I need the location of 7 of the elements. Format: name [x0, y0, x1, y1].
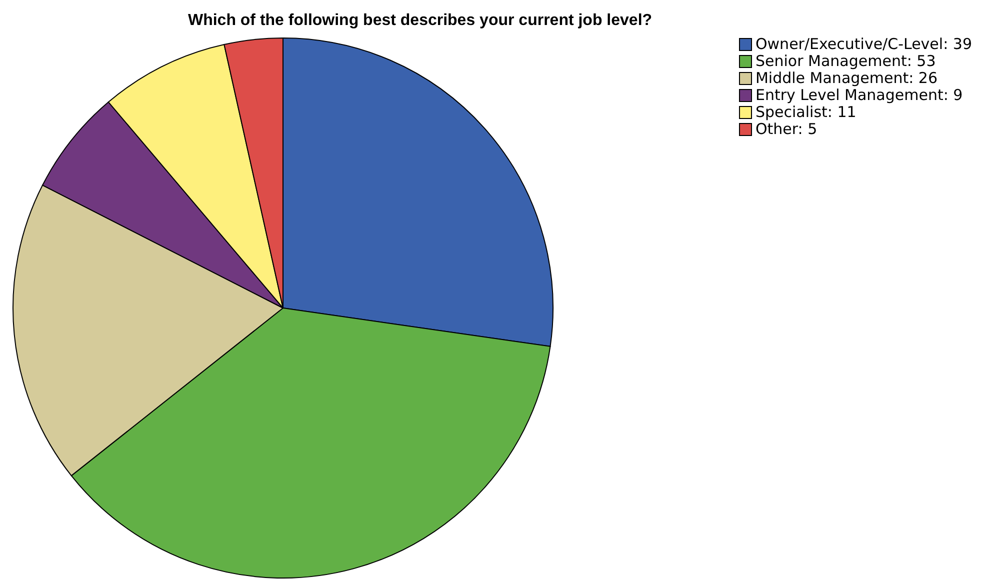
- legend-label: Other: 5: [755, 120, 818, 138]
- chart-title: Which of the following best describes your current job level?: [186, 12, 654, 30]
- legend-label: Senior Management: 53: [755, 52, 936, 70]
- legend-label: Entry Level Management: 9: [755, 86, 963, 104]
- legend-label: Owner/Executive/C-Level: 39: [755, 35, 972, 53]
- legend-label: Specialist: 11: [755, 103, 856, 121]
- legend-label: Middle Management: 26: [755, 69, 938, 87]
